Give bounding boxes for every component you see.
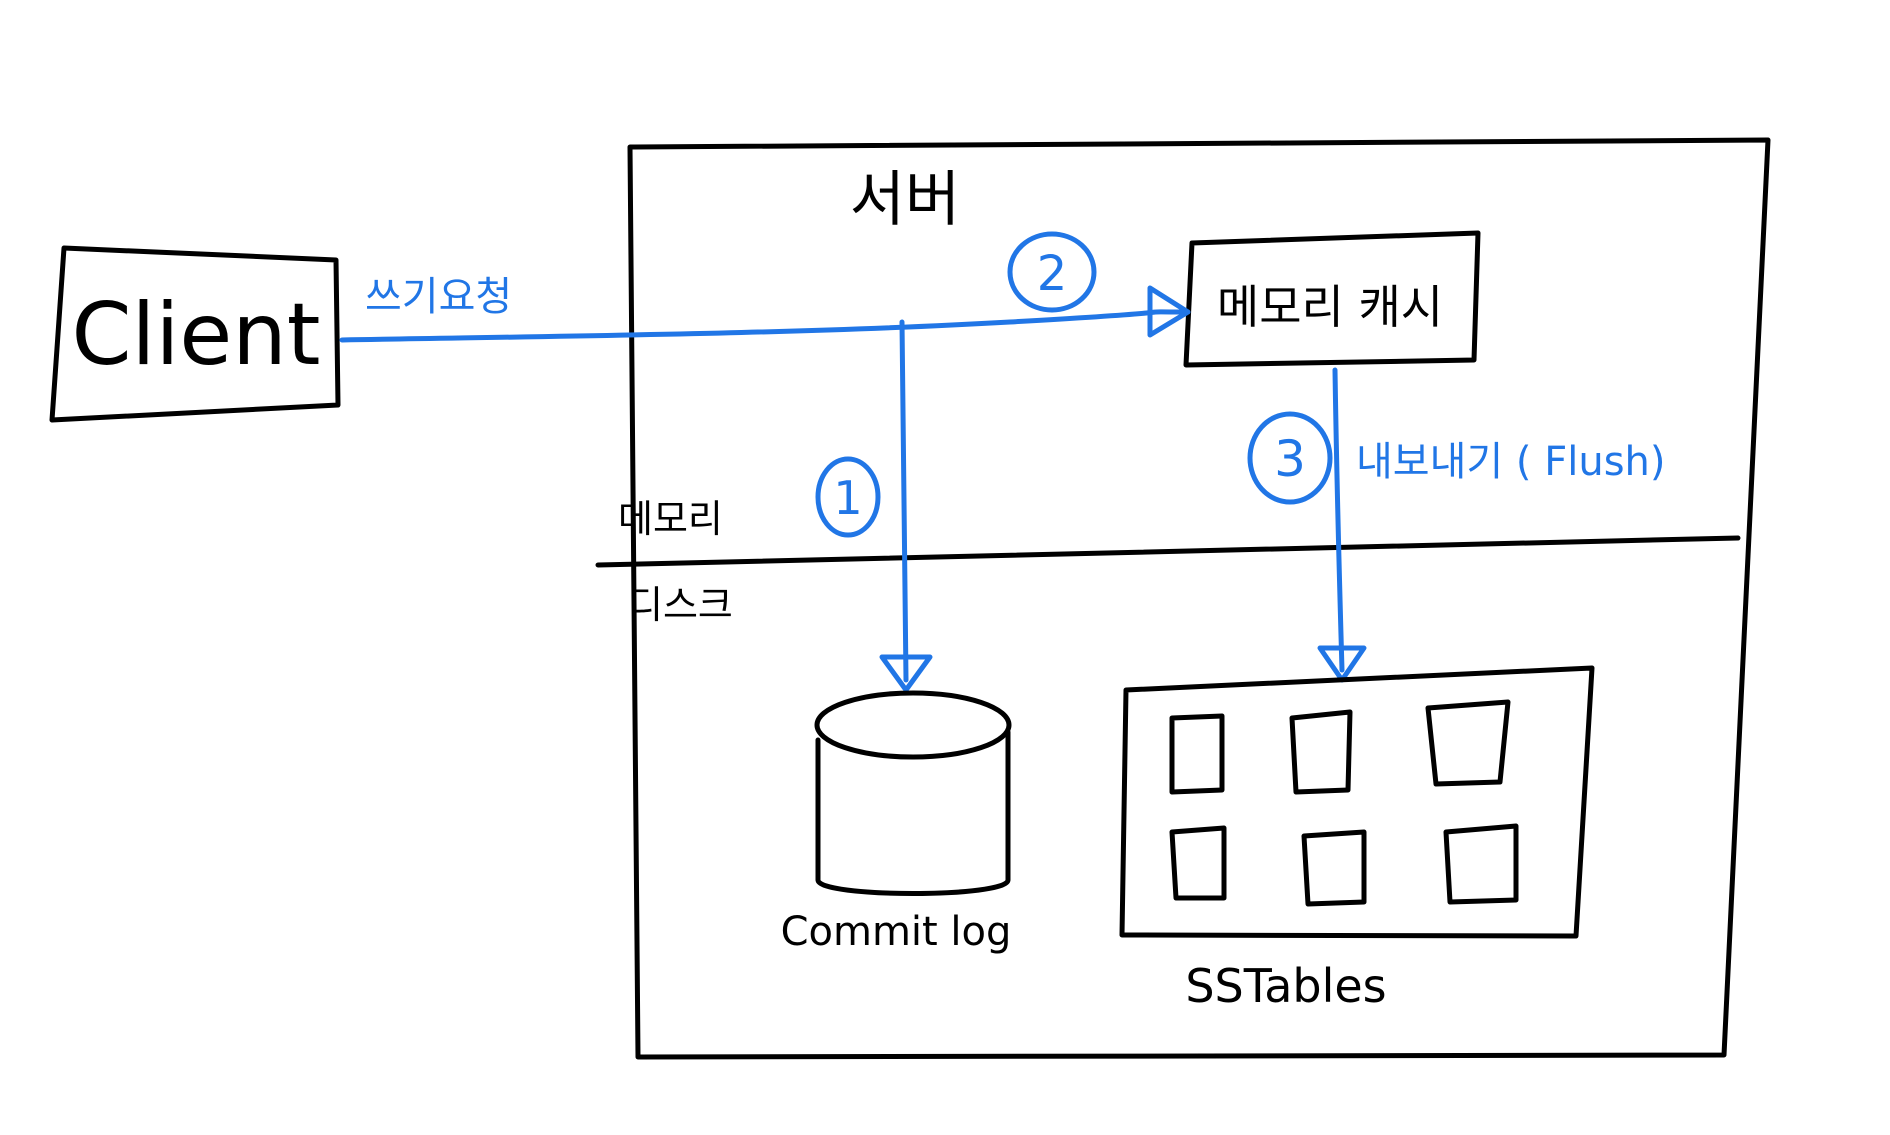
step-1-number: 1 [833, 471, 862, 525]
sstable-file [1301, 829, 1367, 907]
flush-line [1332, 367, 1345, 673]
client-box [49, 245, 341, 423]
sstables-box [1119, 665, 1595, 939]
flush-arrow: 내보내기 ( Flush) [1317, 367, 1666, 683]
step-3-number: 3 [1274, 430, 1306, 488]
step-3-circle [1247, 411, 1333, 505]
commit-log-node: Commit log [781, 690, 1012, 955]
memory-disk-divider [595, 535, 1741, 568]
sstable-file [1289, 709, 1353, 795]
sstable-file [1169, 713, 1225, 795]
sstable-file [1169, 825, 1227, 901]
client-label: Client [72, 285, 321, 385]
sstables-node: SSTables [1119, 665, 1595, 1013]
commit-log-line [899, 319, 909, 683]
client-node: Client [49, 245, 341, 423]
step-3-marker: 3 [1247, 411, 1333, 505]
step-2-number: 2 [1037, 246, 1068, 302]
step-1-circle [815, 456, 881, 538]
server-title: 서버 [850, 165, 960, 235]
server-box [627, 137, 1771, 1060]
flush-label: 내보내기 ( Flush) [1356, 439, 1666, 485]
commit-log-arrowhead [879, 654, 933, 693]
commit-log-cylinder-body [815, 729, 1011, 896]
commit-log-arrow [879, 319, 933, 693]
write-request-arrowhead [1147, 285, 1191, 338]
step-1-marker: 1 [815, 456, 881, 538]
flush-arrowhead [1317, 645, 1367, 683]
commit-log-cylinder-top [814, 690, 1012, 760]
write-request-arrow: 쓰기요청 [339, 274, 1191, 343]
disk-region-label: 디스크 [628, 583, 733, 627]
step-2-circle [1007, 231, 1097, 313]
memory-cache-node: 메모리 캐시 [1183, 230, 1481, 368]
sstable-file [1425, 699, 1511, 787]
write-request-label: 쓰기요청 [365, 274, 512, 320]
write-request-line [339, 309, 1185, 343]
commit-log-label: Commit log [781, 909, 1012, 955]
memory-cache-box [1183, 230, 1481, 368]
memory-cache-label: 메모리 캐시 [1217, 280, 1443, 334]
sstables-label: SSTables [1185, 959, 1386, 1013]
sstable-file [1443, 823, 1519, 905]
server-node: 서버 메모리 디스크 [595, 137, 1771, 1060]
memory-region-label: 메모리 [618, 497, 723, 541]
step-2-marker: 2 [1007, 231, 1097, 313]
